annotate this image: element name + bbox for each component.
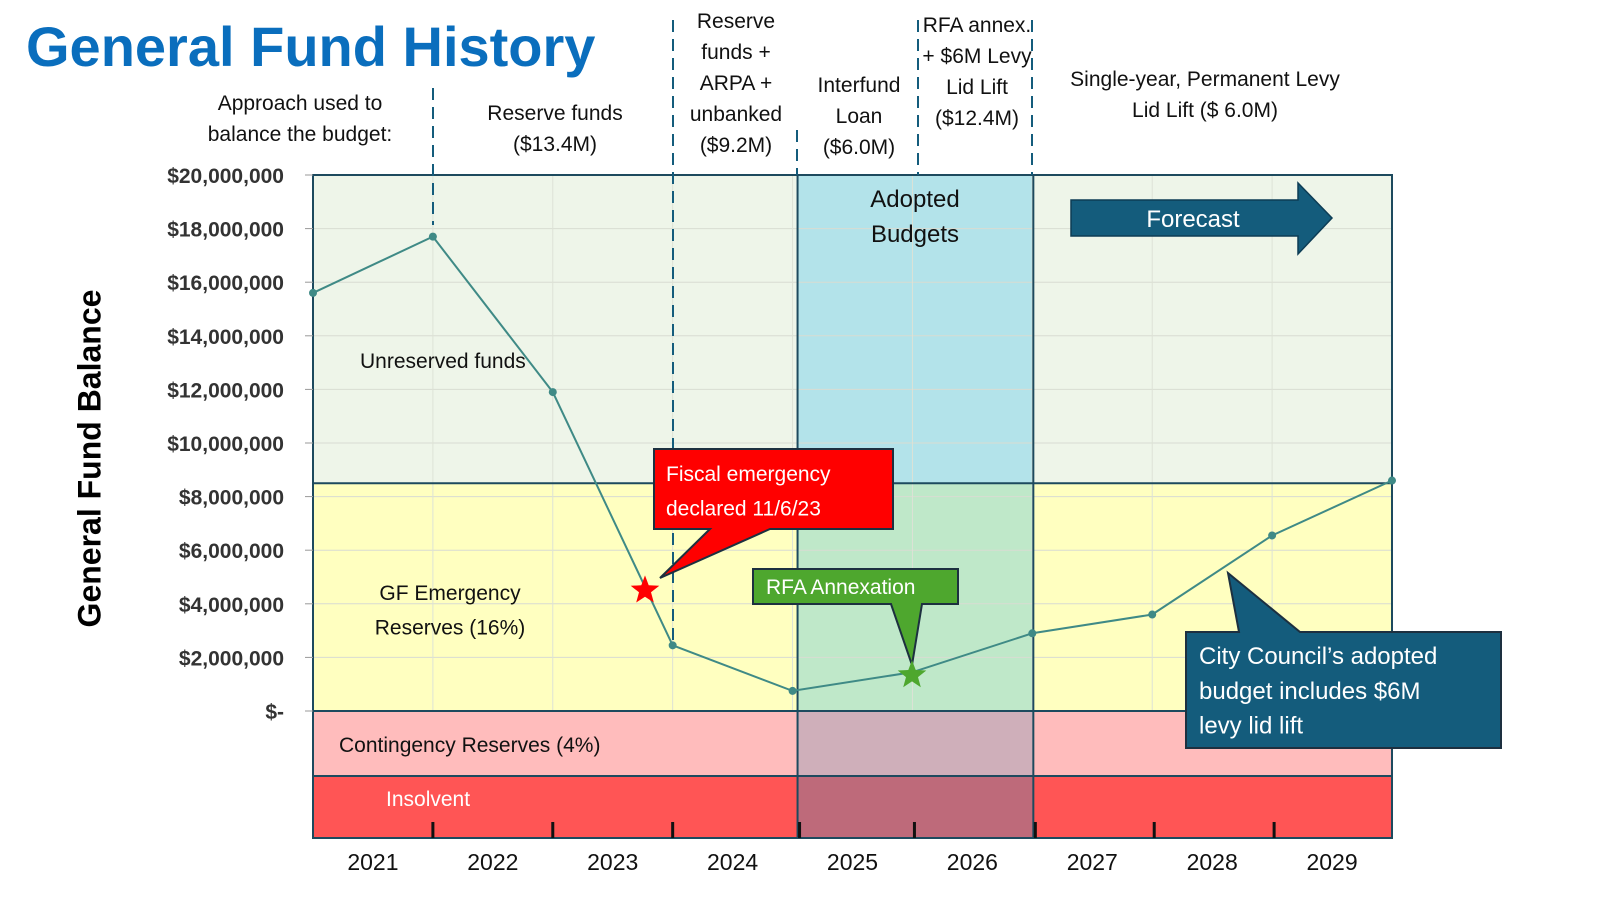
rfa-annexation-text: RFA Annexation bbox=[766, 576, 915, 599]
forecast-arrow-icon bbox=[1070, 181, 1334, 256]
data-point bbox=[788, 686, 797, 695]
y-tick-label: $16,000,000 bbox=[167, 272, 284, 295]
rfa-annexation-callout bbox=[752, 568, 959, 666]
plot-frame bbox=[312, 174, 1393, 839]
data-point bbox=[548, 388, 557, 397]
adopted-budgets-label: Adopted Budgets bbox=[870, 186, 959, 248]
y-tick-label: $10,000,000 bbox=[167, 433, 284, 456]
rfa-annexation-star-icon bbox=[897, 660, 927, 688]
band-label-insolvent: Insolvent bbox=[386, 788, 470, 811]
y-tick-label: $4,000,000 bbox=[179, 594, 284, 617]
y-tick-label: $8,000,000 bbox=[179, 487, 284, 510]
fiscal-emergency-text: Fiscal emergency declared 11/6/23 bbox=[666, 463, 831, 521]
data-point bbox=[1388, 476, 1396, 485]
x-tick-label: 2024 bbox=[707, 849, 758, 875]
y-tick-label: $2,000,000 bbox=[179, 647, 284, 670]
data-point bbox=[1028, 629, 1037, 638]
y-tick-label: $12,000,000 bbox=[167, 379, 284, 402]
y-tick-label: $14,000,000 bbox=[167, 326, 284, 349]
data-point bbox=[1268, 531, 1277, 540]
x-tick-label: 2027 bbox=[1067, 849, 1118, 875]
band-label-contingency: Contingency Reserves (4%) bbox=[339, 734, 600, 757]
data-point bbox=[428, 232, 437, 241]
y-tick-label: $- bbox=[265, 701, 284, 724]
y-tick-label: $6,000,000 bbox=[179, 540, 284, 563]
header-col-levy: Single-year, Permanent Levy Lid Lift ($ … bbox=[1070, 68, 1340, 122]
data-point bbox=[668, 641, 677, 650]
header-intro: Approach used to balance the budget: bbox=[207, 92, 393, 146]
header-col-rfa: RFA annex. + $6M Levy Lid Lift ($12.4M) bbox=[922, 14, 1032, 130]
x-tick-label: 2023 bbox=[587, 849, 638, 875]
fiscal-emergency-callout bbox=[653, 448, 894, 579]
x-tick-label: 2021 bbox=[347, 849, 398, 875]
x-tick-label: 2028 bbox=[1187, 849, 1238, 875]
council-budget-callout bbox=[1185, 570, 1502, 749]
x-tick-label: 2022 bbox=[467, 849, 518, 875]
council-budget-text: City Council’s adopted budget includes $6… bbox=[1199, 643, 1437, 740]
header-col-reserve: Reserve funds ($13.4M) bbox=[487, 102, 623, 156]
band-label-unreserved: Unreserved funds bbox=[360, 350, 526, 373]
data-point bbox=[1148, 610, 1157, 619]
data-point bbox=[309, 288, 317, 297]
header-col-arpa: Reserve funds + ARPA + unbanked ($9.2M) bbox=[689, 10, 783, 157]
y-tick-label: $20,000,000 bbox=[167, 165, 284, 188]
forecast-label: Forecast bbox=[1146, 206, 1240, 233]
series-line bbox=[312, 235, 1393, 692]
fiscal-emergency-star-icon bbox=[630, 575, 660, 603]
y-tick-label: $18,000,000 bbox=[167, 219, 284, 242]
x-tick-label: 2025 bbox=[827, 849, 878, 875]
band-label-emergency: GF Emergency Reserves (16%) bbox=[375, 582, 526, 640]
page-title: General Fund History bbox=[26, 15, 596, 78]
adopted-region-top bbox=[797, 175, 1034, 484]
adopted-region-contingency bbox=[797, 711, 1034, 776]
x-tick-label: 2029 bbox=[1306, 849, 1357, 875]
header-col-loan: Interfund Loan ($6.0M) bbox=[817, 74, 901, 159]
x-tick-label: 2026 bbox=[947, 849, 998, 875]
